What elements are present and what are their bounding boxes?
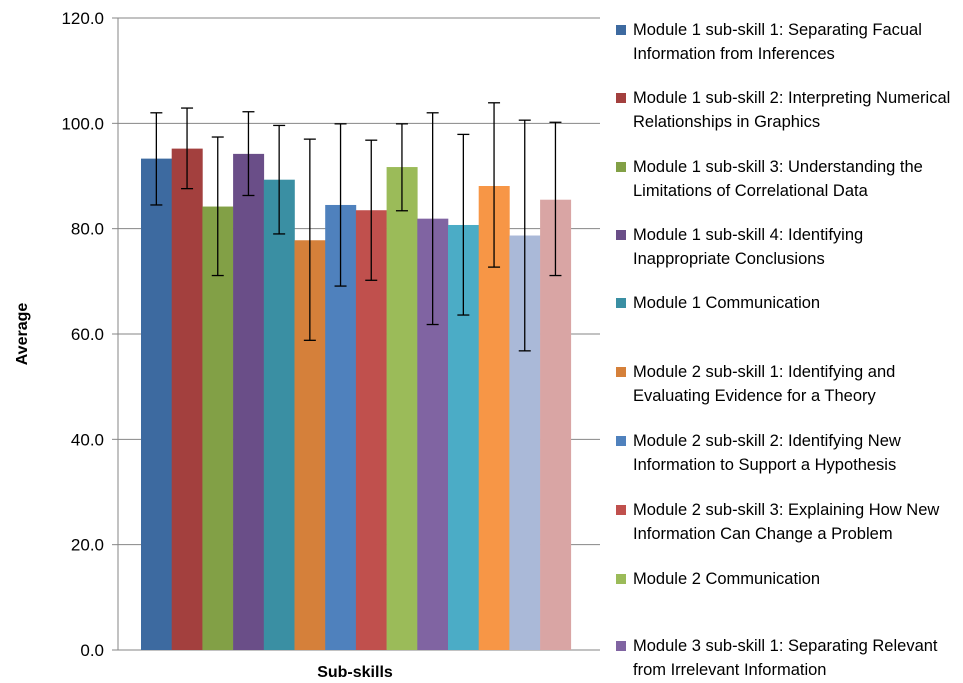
bar <box>202 206 234 650</box>
y-axis-title: Average <box>14 303 31 366</box>
y-tick-label: 100.0 <box>61 114 104 133</box>
legend-label: Module 2 sub-skill 2: Identifying New In… <box>633 432 901 474</box>
legend-label: Module 1 sub-skill 1: Separating Facual … <box>633 21 922 63</box>
y-tick-labels: 0.0 20.0 40.0 60.0 80.0 100.0 120.0 <box>61 9 104 660</box>
error-bars <box>150 102 562 352</box>
y-tick-label: 20.0 <box>71 536 104 555</box>
bar <box>355 210 387 650</box>
legend-swatch <box>616 93 626 103</box>
legend-swatch <box>616 505 626 515</box>
y-tick-label: 80.0 <box>71 220 104 239</box>
legend-label: Module 2 Communication <box>633 570 821 588</box>
legend-swatch <box>616 641 626 651</box>
bar <box>386 167 418 650</box>
legend-label: Module 1 sub-skill 3: Understanding the … <box>633 158 923 200</box>
bar <box>233 153 265 650</box>
legend-swatch <box>616 230 626 240</box>
bars <box>141 148 572 651</box>
legend-swatch <box>616 298 626 308</box>
y-tick-label: 40.0 <box>71 430 104 449</box>
y-tick-label: 120.0 <box>61 9 104 28</box>
bar <box>171 148 203 650</box>
legend-label: Module 1 Communication <box>633 294 821 312</box>
legend-label: Module 1 sub-skill 2: Interpreting Numer… <box>633 89 951 131</box>
legend-swatch <box>616 162 626 172</box>
legend-swatch <box>616 574 626 584</box>
x-axis-title: Sub-skills <box>317 664 393 681</box>
legend-swatch <box>616 25 626 35</box>
legend-label: Module 1 sub-skill 4: Identifying Inappr… <box>633 226 864 268</box>
y-tick-label: 60.0 <box>71 325 104 344</box>
y-tick-label: 0.0 <box>80 641 104 660</box>
bar <box>263 179 295 651</box>
bar <box>141 158 172 650</box>
legend: Module 1 sub-skill 1: Separating Facual … <box>612 0 963 683</box>
legend-label: Module 2 sub-skill 3: Explaining How New… <box>633 501 940 543</box>
legend-swatch <box>616 367 626 377</box>
legend-label: Module 3 sub-skill 1: Separating Relevan… <box>633 637 938 679</box>
legend-swatch <box>616 436 626 446</box>
legend-label: Module 2 sub-skill 1: Identifying and Ev… <box>633 363 896 405</box>
